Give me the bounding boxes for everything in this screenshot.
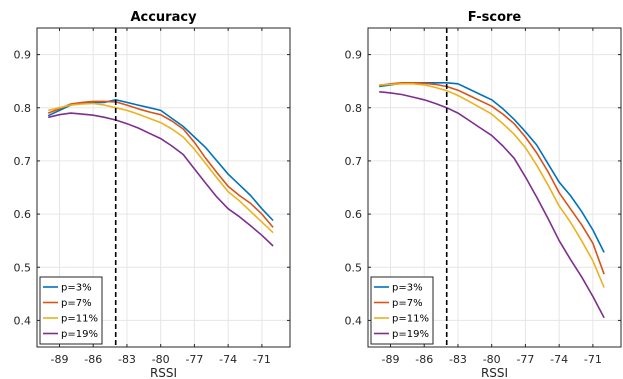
f-score-panel: -89 -86 -83 -80 -77 -74 -71 0.4 0.5 0.6 0.7 0.8 0.9 F… [345,10,622,379]
axes-box [36,27,291,348]
legend-entry: p=11% [61,314,98,325]
x-tick-label: -86 [84,353,102,366]
x-tick-label: -80 [152,353,170,366]
x-tick-label: -71 [253,353,271,366]
x-tick-label: -89 [51,353,69,366]
x-tick-label: -89 [382,353,400,366]
y-tick-label: 0.6 [14,208,32,221]
legend-entry: p=19% [61,329,98,340]
y-tick-label: 0.5 [14,261,32,274]
x-tick-label: -74 [219,353,237,366]
series-line-p-19pct [379,91,605,319]
x-axis-label: RSSI [481,366,508,379]
chart-title: Accuracy [130,10,197,25]
series-line-p-11pct [48,102,274,234]
legend-entry: p=11% [392,314,429,325]
series-line-p-7pct [47,100,274,228]
x-tick-label: -77 [516,353,534,366]
x-tick-label: -83 [118,353,136,366]
chart-title: F-score [468,10,522,25]
legend-entry: p=3% [61,283,92,294]
x-tick-label: -86 [415,353,433,366]
y-tick-label: 0.9 [14,49,32,62]
y-tick-label: 0.5 [345,261,363,274]
y-tick-label: 0.8 [345,102,363,115]
y-tick-label: 0.8 [14,102,32,115]
y-tick-label: 0.7 [345,155,363,168]
x-axis-label: RSSI [150,366,177,379]
accuracy-panel: -89 -86 -83 -80 -77 -74 -71 0.4 0.5 0.6 0.7 0.8 0.9 A… [14,10,291,379]
y-tick-label: 0.7 [14,155,32,168]
y-tick-label: 0.4 [345,314,363,327]
y-tick-label: 0.4 [14,314,32,327]
y-tick-label: 0.9 [345,49,363,62]
x-tick-label: -83 [449,353,467,366]
axes-box [367,27,622,348]
series-line-p-7pct [379,82,605,275]
series-line-p-19pct [48,112,274,247]
y-tick-label: 0.6 [345,208,363,221]
legend-entry: p=19% [392,329,429,340]
x-tick-label: -71 [584,353,602,366]
x-tick-label: -74 [550,353,568,366]
x-tick-label: -77 [185,353,203,366]
series-line-p-11pct [379,83,605,288]
legend-entry: p=3% [392,283,423,294]
x-tick-label: -80 [483,353,501,366]
legend-entry: p=7% [61,298,92,309]
legend-entry: p=7% [392,298,423,309]
